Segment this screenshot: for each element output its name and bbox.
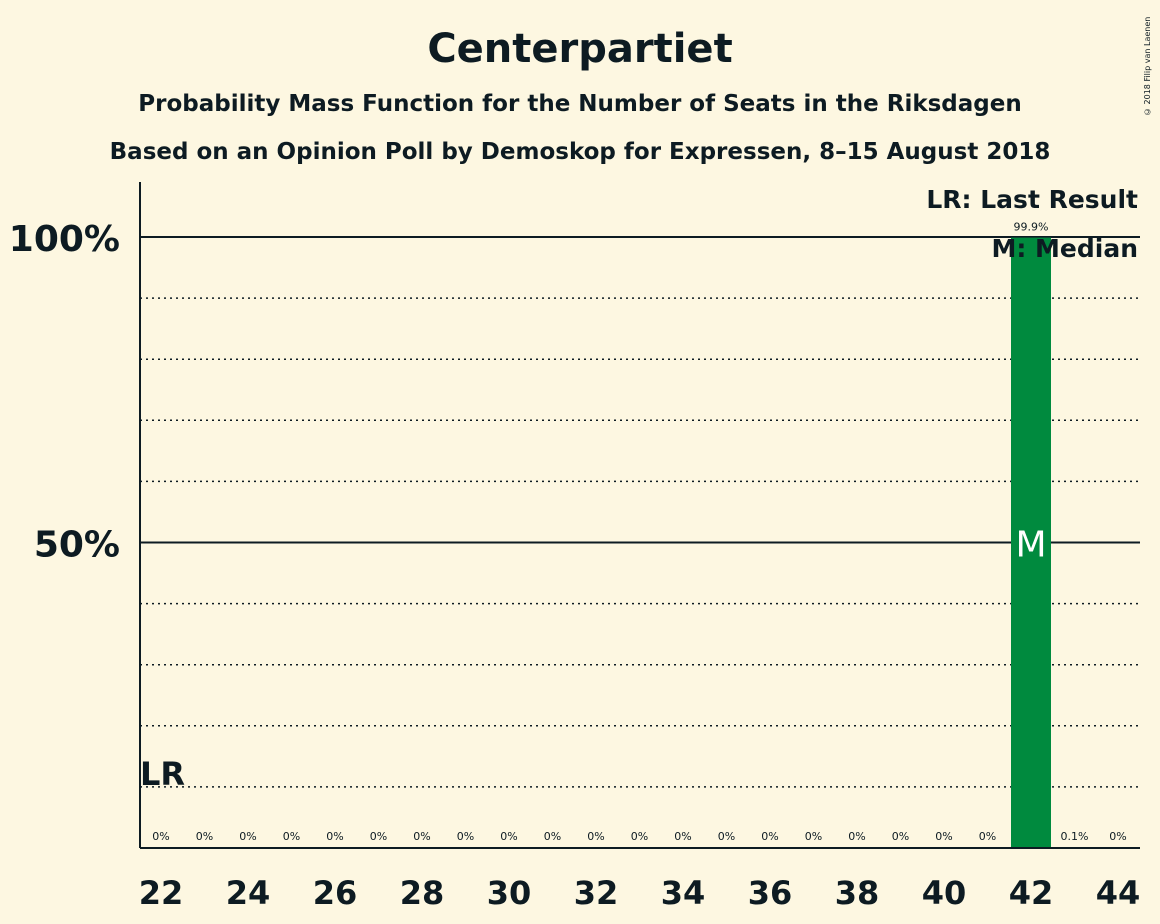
bar-value-label: 0% bbox=[892, 830, 909, 843]
bar-value-label: 0% bbox=[718, 830, 735, 843]
median-marker: M bbox=[1015, 525, 1046, 566]
bar-value-label: 0.1% bbox=[1061, 830, 1089, 843]
x-tick-label: 36 bbox=[748, 874, 793, 912]
legend-last-result: LR: Last Result bbox=[926, 185, 1138, 214]
x-tick-label: 32 bbox=[574, 874, 619, 912]
x-tick-label: 24 bbox=[226, 874, 271, 912]
chart-title: Centerpartiet bbox=[427, 26, 733, 72]
x-tick-label: 38 bbox=[835, 874, 880, 912]
x-tick-label: 26 bbox=[313, 874, 358, 912]
bar-value-label: 0% bbox=[935, 830, 952, 843]
bar-value-label: 0% bbox=[370, 830, 387, 843]
bar-value-label: 0% bbox=[544, 830, 561, 843]
y-tick-label: 50% bbox=[34, 525, 120, 566]
bar-value-label: 0% bbox=[761, 830, 778, 843]
legend-median: M: Median bbox=[991, 234, 1138, 263]
last-result-marker: LR bbox=[140, 755, 185, 793]
bar-value-label: 0% bbox=[805, 830, 822, 843]
bar-value-label: 0% bbox=[413, 830, 430, 843]
x-tick-label: 40 bbox=[922, 874, 967, 912]
bar-seat-42 bbox=[1011, 237, 1051, 849]
bar-value-label: 0% bbox=[979, 830, 996, 843]
chart-subtitle-poll: Based on an Opinion Poll by Demoskop for… bbox=[109, 139, 1051, 165]
bar-value-label: 0% bbox=[500, 830, 517, 843]
bar-value-label: 99.9% bbox=[1014, 221, 1049, 234]
bar-value-label: 0% bbox=[674, 830, 691, 843]
x-tick-label: 44 bbox=[1096, 874, 1141, 912]
bar-value-label: 0% bbox=[152, 830, 169, 843]
y-tick-label: 100% bbox=[9, 219, 120, 260]
x-tick-label: 30 bbox=[487, 874, 532, 912]
bar-value-label: 0% bbox=[196, 830, 213, 843]
x-tick-label: 34 bbox=[661, 874, 706, 912]
bar-value-label: 0% bbox=[631, 830, 648, 843]
chart-subtitle: Probability Mass Function for the Number… bbox=[138, 91, 1022, 117]
bar-value-label: 0% bbox=[1109, 830, 1126, 843]
bar-value-label: 0% bbox=[283, 830, 300, 843]
bar-value-label: 0% bbox=[457, 830, 474, 843]
bar-value-label: 0% bbox=[326, 830, 343, 843]
x-tick-label: 42 bbox=[1009, 874, 1054, 912]
bar-value-label: 0% bbox=[239, 830, 256, 843]
x-tick-label: 22 bbox=[139, 874, 184, 912]
x-tick-label: 28 bbox=[400, 874, 445, 912]
bar-value-label: 0% bbox=[587, 830, 604, 843]
bar-value-label: 0% bbox=[848, 830, 865, 843]
